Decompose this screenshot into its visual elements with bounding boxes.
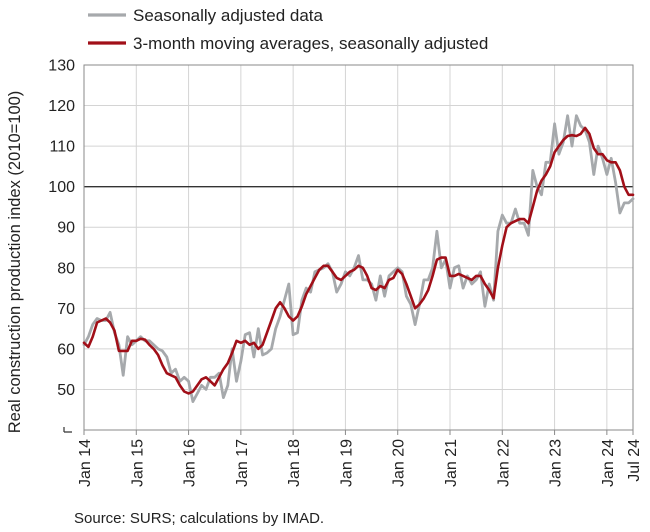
x-tick-label: Jan 16 <box>182 439 199 487</box>
x-tick-label: Jan 18 <box>286 439 303 487</box>
x-tick-label: Jan 19 <box>338 439 355 487</box>
x-tick-label: Jan 22 <box>495 439 512 487</box>
y-tick-labels: 50 60 70 80 90 100 110 120 130 <box>48 58 75 399</box>
y-tick-label: 100 <box>48 179 75 196</box>
x-tick-label: Jan 14 <box>77 439 94 487</box>
y-tick-label: 70 <box>57 301 75 318</box>
y-tick-label: 130 <box>48 58 75 75</box>
series-layer <box>82 114 635 403</box>
axis-break-mark <box>63 427 72 433</box>
x-tick-label: Jul 24 <box>626 439 643 482</box>
legend-label-seasonally-adjusted: Seasonally adjusted data <box>133 6 324 25</box>
y-tick-label: 50 <box>57 382 75 399</box>
x-tick-labels: Jan 14 Jan 15 Jan 16 Jan 17 Jan 18 Jan 19 Jan … <box>77 430 643 487</box>
x-tick-label: Jan 23 <box>548 439 565 487</box>
x-tick-label: Jan 17 <box>234 439 251 487</box>
y-tick-label: 110 <box>49 139 75 156</box>
series-line-moving-average <box>82 126 635 395</box>
legend: Seasonally adjusted data 3-month moving … <box>88 6 488 53</box>
legend-label-moving-average: 3-month moving averages, seasonally adju… <box>133 34 488 53</box>
series-line-seasonally-adjusted <box>82 114 635 403</box>
source-note: Source: SURS; calculations by IMAD. <box>74 510 324 527</box>
y-tick-label: 80 <box>57 260 75 277</box>
x-tick-label: Jan 15 <box>129 439 146 487</box>
y-tick-label: 60 <box>57 341 75 358</box>
x-tick-label: Jan 20 <box>391 439 408 487</box>
x-tick-label: Jan 21 <box>443 439 460 487</box>
x-tick-label: Jan 24 <box>600 439 617 487</box>
y-tick-label: 90 <box>57 220 75 237</box>
y-axis-title: Real construction production index (2010… <box>6 91 24 434</box>
plot-frame <box>83 64 634 431</box>
y-tick-label: 120 <box>48 98 75 115</box>
